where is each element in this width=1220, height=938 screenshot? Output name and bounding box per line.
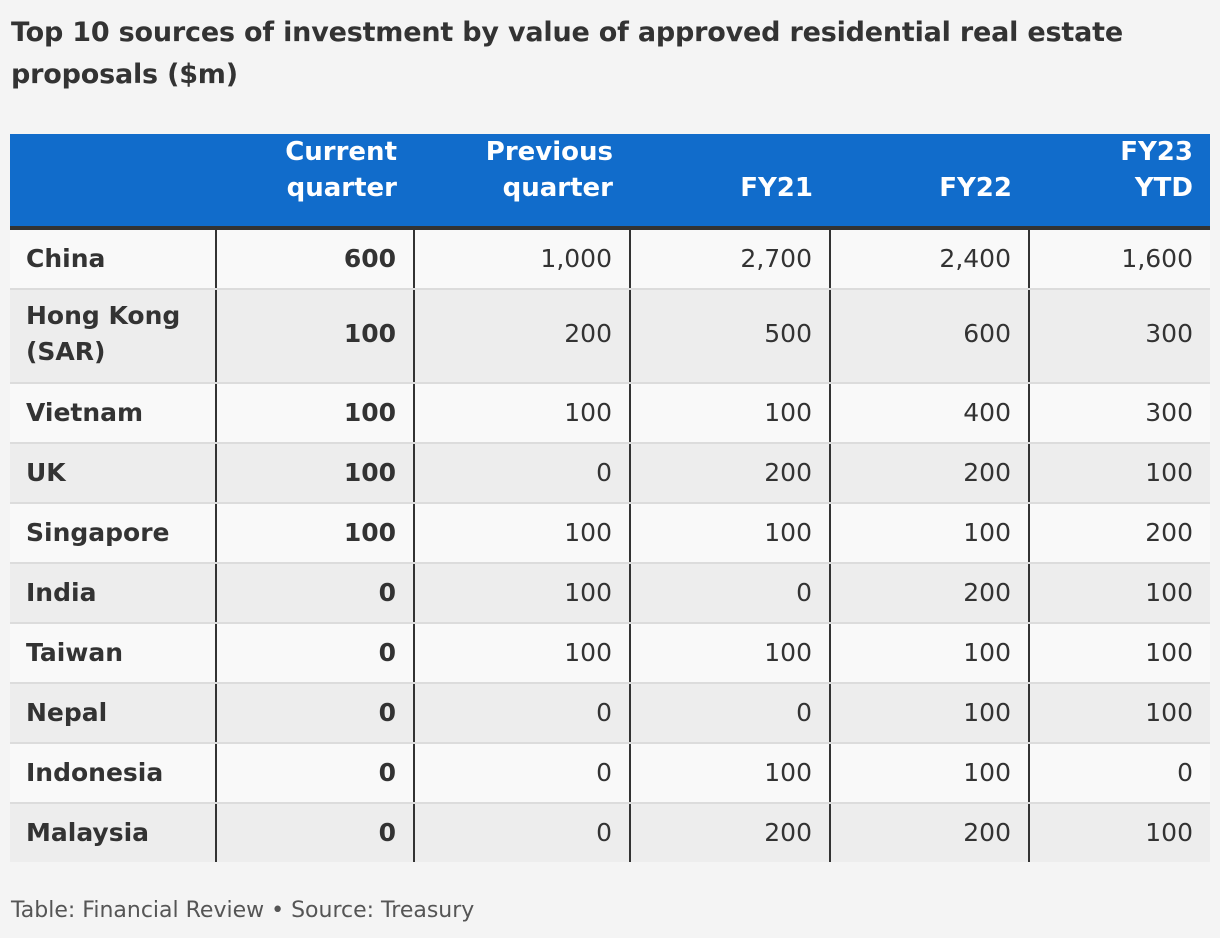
cell-current-quarter: 0 [215,803,414,862]
cell-fy21: 2,700 [629,228,830,290]
cell-fy22: 400 [829,383,1029,444]
cell-fy22: 100 [829,743,1029,804]
column-header-country [10,134,216,230]
cell-fy23-ytd: 1,600 [1028,228,1210,290]
cell-fy23-ytd: 300 [1028,383,1210,444]
cell-fy21: 200 [629,803,830,862]
cell-previous-quarter: 100 [413,503,630,564]
row-label: India [10,563,216,624]
cell-current-quarter: 0 [215,623,414,684]
cell-current-quarter: 100 [215,383,414,444]
cell-previous-quarter: 0 [413,803,630,862]
cell-current-quarter: 0 [215,743,414,804]
cell-fy22: 600 [829,289,1029,384]
column-header-previous-quarter: Previous quarter [414,134,630,230]
investment-table: Current quarter Previous quarter FY21 FY… [10,134,1210,862]
cell-fy23-ytd: 100 [1028,443,1210,504]
cell-previous-quarter: 0 [413,683,630,744]
cell-fy22: 100 [829,623,1029,684]
cell-fy21: 0 [629,563,830,624]
table-row: Hong Kong (SAR) 100 200 500 600 300 [10,289,1210,384]
row-label: Nepal [10,683,216,744]
row-label: Vietnam [10,383,216,444]
cell-current-quarter: 0 [215,563,414,624]
row-label: China [10,228,216,290]
row-label: Taiwan [10,623,216,684]
row-label: Hong Kong (SAR) [10,289,216,384]
cell-fy22: 100 [829,683,1029,744]
row-label: Singapore [10,503,216,564]
cell-previous-quarter: 200 [413,289,630,384]
table-body: China 600 1,000 2,700 2,400 1,600 Hong K… [10,228,1210,862]
cell-fy23-ytd: 100 [1028,563,1210,624]
table-row: China 600 1,000 2,700 2,400 1,600 [10,228,1210,290]
cell-fy21: 200 [629,443,830,504]
cell-fy22: 200 [829,563,1029,624]
row-label: Malaysia [26,818,150,847]
cell-fy23-ytd: 100 [1028,683,1210,744]
cell-fy21: 100 [629,743,830,804]
cell-fy23-ytd: 100 [1028,623,1210,684]
table-row: Vietnam 100 100 100 400 300 [10,383,1210,444]
cell-current-quarter: 100 [215,503,414,564]
cell-fy21: 0 [629,683,830,744]
cell-fy22: 200 [829,803,1029,862]
cell-previous-quarter: 100 [413,623,630,684]
table-title: Top 10 sources of investment by value of… [11,17,1123,90]
cell-previous-quarter: 100 [413,383,630,444]
column-header-current-quarter: Current quarter [216,134,414,230]
column-header-fy21: FY21 [630,134,830,230]
cell-fy21: 500 [629,289,830,384]
table-row: Singapore 100 100 100 100 200 [10,503,1210,564]
cell-current-quarter: 600 [215,228,414,290]
cell-fy21: 100 [629,503,830,564]
table-row: India 0 100 0 200 100 [10,563,1210,624]
cell-fy22: 2,400 [829,228,1029,290]
cell-fy23-ytd: 300 [1028,289,1210,384]
cell-previous-quarter: 0 [413,443,630,504]
table-row: UK 100 0 200 200 100 [10,443,1210,504]
cell-fy21: 100 [629,383,830,444]
cell-previous-quarter: 0 [413,743,630,804]
cell-fy23-ytd: 200 [1028,503,1210,564]
cell-previous-quarter: 100 [413,563,630,624]
row-label: Indonesia [10,743,216,804]
row-label: UK [10,443,216,504]
cell-current-quarter: 100 [215,289,414,384]
table-header-row: Current quarter Previous quarter FY21 FY… [10,134,1210,230]
cell-fy23-ytd: 100 [1028,803,1210,862]
table-row: Indonesia 0 0 100 100 0 [10,743,1210,804]
cell-current-quarter: 100 [215,443,414,504]
cell-fy22: 200 [829,443,1029,504]
source-footer: Table: Financial Review • Source: Treasu… [11,898,475,923]
cell-previous-quarter: 1,000 [413,228,630,290]
cell-fy21: 100 [629,623,830,684]
cell-fy23-ytd: 0 [1028,743,1210,804]
cell-fy22: 100 [829,503,1029,564]
column-header-fy22: FY22 [830,134,1029,230]
cell-current-quarter: 0 [215,683,414,744]
column-header-fy23-ytd: FY23 YTD [1029,134,1210,230]
table-row: Malaysia 0 0 200 200 100 [10,803,1210,862]
table-row: Taiwan 0 100 100 100 100 [10,623,1210,684]
table-row: Nepal 0 0 0 100 100 [10,683,1210,744]
